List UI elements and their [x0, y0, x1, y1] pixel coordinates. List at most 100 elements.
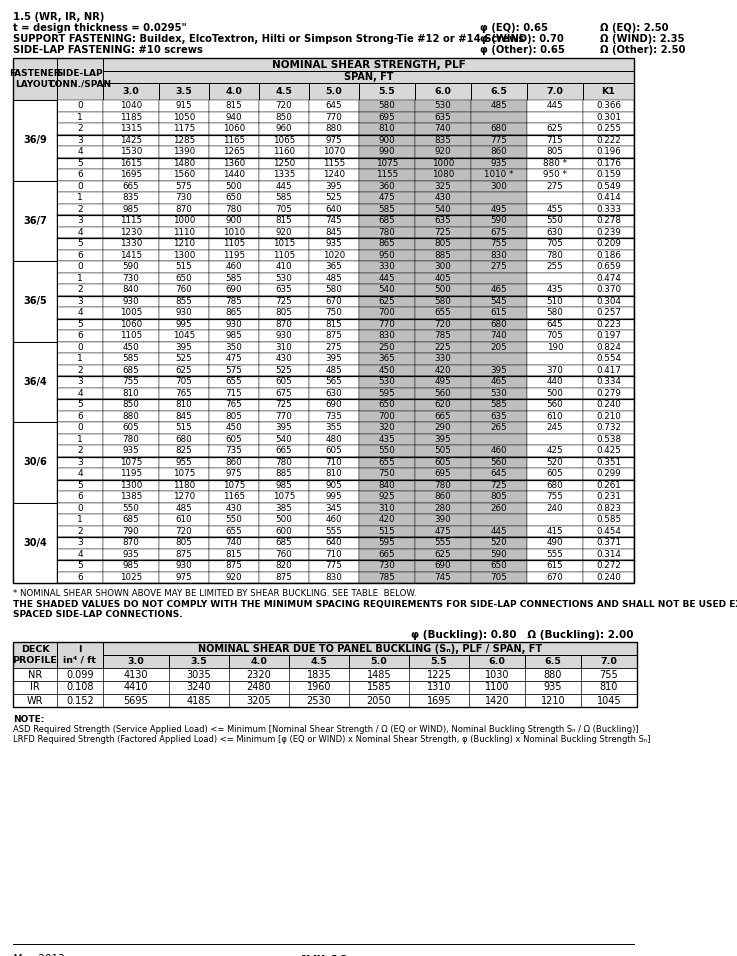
Text: 4130: 4130 [124, 669, 148, 680]
Text: 300: 300 [435, 262, 452, 272]
Text: 36/4: 36/4 [23, 377, 47, 387]
Bar [583, 410, 634, 422]
Bar [471, 135, 527, 146]
Bar [103, 330, 159, 341]
Text: 445: 445 [276, 182, 293, 191]
Text: THE SHADED VALUES DO NOT COMPLY WITH THE MINIMUM SPACING REQUIREMENTS FOR SIDE-L: THE SHADED VALUES DO NOT COMPLY WITH THE… [13, 600, 737, 609]
Text: 815: 815 [226, 550, 242, 558]
Text: 870: 870 [276, 319, 293, 329]
Text: 780: 780 [547, 250, 564, 260]
Bar [209, 215, 259, 227]
Text: 740: 740 [435, 124, 451, 133]
Bar [159, 250, 209, 261]
Text: 805: 805 [175, 538, 192, 547]
Bar [527, 376, 583, 387]
Text: 640: 640 [326, 538, 342, 547]
Text: 615: 615 [547, 561, 563, 570]
Bar [209, 376, 259, 387]
Bar [309, 480, 359, 491]
Text: 260: 260 [491, 504, 507, 512]
Bar [159, 100, 209, 112]
Bar [57, 181, 103, 192]
Bar [13, 681, 637, 694]
Bar [415, 83, 471, 100]
Bar [209, 480, 259, 491]
Text: NR: NR [28, 669, 42, 680]
Text: 1045: 1045 [597, 696, 621, 706]
Bar [469, 655, 525, 668]
Bar [415, 445, 471, 457]
Bar [527, 204, 583, 215]
Text: 870: 870 [122, 538, 139, 547]
Bar [349, 655, 409, 668]
Text: 3205: 3205 [247, 696, 271, 706]
Bar [57, 192, 103, 204]
Bar [103, 468, 159, 480]
Text: 530: 530 [435, 101, 452, 110]
Text: 1025: 1025 [120, 573, 142, 582]
Text: 590: 590 [491, 216, 507, 226]
Bar [583, 284, 634, 295]
Bar [359, 261, 415, 272]
Bar [359, 227, 415, 238]
Text: 36/7: 36/7 [23, 216, 47, 226]
Text: NOMINAL SHEAR STRENGTH, PLF: NOMINAL SHEAR STRENGTH, PLF [272, 59, 465, 70]
Bar [159, 112, 209, 123]
Text: 735: 735 [226, 446, 242, 455]
Bar [583, 422, 634, 433]
Text: 540: 540 [379, 285, 395, 294]
Bar [57, 261, 103, 272]
Text: 0.549: 0.549 [596, 182, 621, 191]
Bar [57, 491, 103, 503]
Text: 710: 710 [326, 458, 343, 467]
Bar [471, 192, 527, 204]
Bar [527, 238, 583, 250]
Text: NOTE:: NOTE: [13, 715, 44, 724]
Text: 390: 390 [435, 515, 451, 524]
Bar [359, 100, 415, 112]
Text: 880: 880 [122, 412, 139, 421]
Bar [209, 364, 259, 376]
Text: 1: 1 [77, 355, 83, 363]
Bar [309, 238, 359, 250]
Text: SPACED SIDE-LAP CONNECTIONS.: SPACED SIDE-LAP CONNECTIONS. [13, 610, 183, 619]
Bar [57, 537, 103, 549]
Text: 755: 755 [491, 239, 508, 249]
Text: 675: 675 [276, 389, 293, 398]
Bar [57, 457, 103, 468]
Text: 670: 670 [326, 296, 343, 306]
Text: 0.099: 0.099 [66, 669, 94, 680]
Bar [103, 71, 634, 83]
Text: 975: 975 [175, 573, 192, 582]
Bar [583, 537, 634, 549]
Text: 275: 275 [326, 343, 343, 352]
Text: 410: 410 [276, 262, 293, 272]
Bar [209, 399, 259, 410]
Bar [13, 642, 57, 668]
Bar [309, 537, 359, 549]
Text: 680: 680 [175, 435, 192, 444]
Bar [209, 158, 259, 169]
Bar [159, 560, 209, 572]
Bar [159, 376, 209, 387]
Bar [583, 318, 634, 330]
Text: 0.366: 0.366 [596, 101, 621, 110]
Bar [583, 572, 634, 583]
Bar [159, 341, 209, 353]
Text: 650: 650 [175, 273, 192, 283]
Bar [309, 146, 359, 158]
Text: 815: 815 [226, 101, 242, 110]
Bar [209, 445, 259, 457]
Bar [415, 526, 471, 537]
Bar [57, 112, 103, 123]
Bar [229, 655, 289, 668]
Text: 610: 610 [547, 412, 563, 421]
Text: 755: 755 [122, 378, 139, 386]
Bar [209, 284, 259, 295]
Bar [209, 422, 259, 433]
Text: 650: 650 [491, 561, 507, 570]
Text: 805: 805 [276, 308, 293, 317]
Bar [583, 295, 634, 307]
Text: 635: 635 [435, 216, 451, 226]
Bar [57, 58, 103, 100]
